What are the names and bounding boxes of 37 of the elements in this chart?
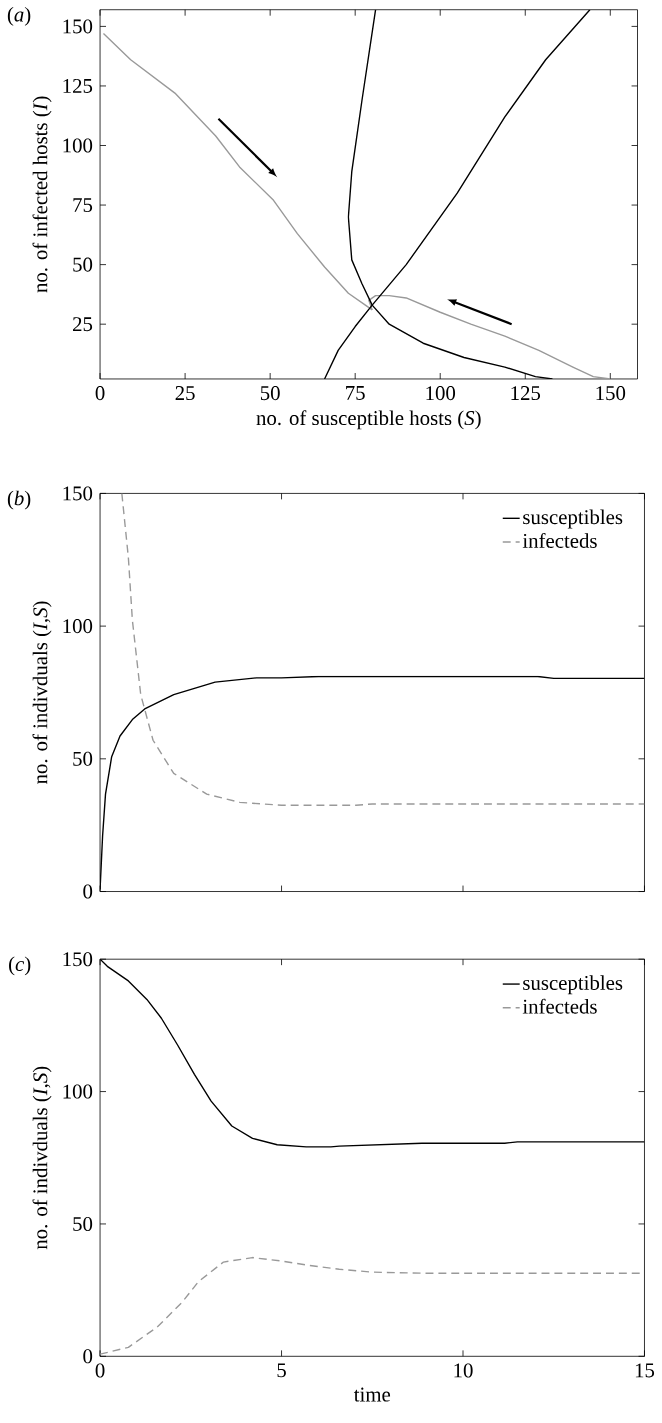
y-tick-label: 150	[63, 952, 93, 967]
legend-label: infecteds	[522, 998, 597, 1014]
x-tick-label: 100	[426, 386, 456, 401]
y-axis-title: no. of infected hosts (I)	[32, 96, 52, 293]
chart-title: (c)	[9, 956, 31, 976]
y-tick-label: 50	[73, 751, 93, 766]
x-tick-label: 5	[277, 1363, 287, 1378]
y-tick-label: 150	[63, 486, 93, 501]
x-tick-label: 50	[261, 386, 280, 401]
y-tick-label: 25	[73, 317, 93, 332]
y-axis-title: no. of indivduals (I,S)	[32, 1066, 52, 1250]
x-tick-label: 10	[454, 1363, 473, 1378]
x-tick-label: 25	[175, 386, 195, 401]
y-tick-label: 50	[73, 1216, 93, 1231]
y-tick-label: 50	[73, 257, 93, 272]
x-axis-title: time	[354, 1387, 391, 1402]
y-tick-label: 150	[63, 19, 93, 34]
x-tick-label: 0	[95, 1363, 105, 1378]
legend-label: infecteds	[522, 533, 597, 548]
chart-title: (a)	[7, 6, 31, 26]
y-tick-label: 75	[73, 198, 93, 212]
x-tick-label: 0	[95, 386, 105, 401]
y-tick-label: 100	[63, 619, 93, 634]
y-tick-label: 0	[83, 1349, 93, 1364]
x-tick-label: 15	[635, 1363, 655, 1378]
chart-title: (b)	[7, 490, 31, 510]
x-tick-label: 150	[596, 386, 626, 401]
y-tick-label: 100	[63, 138, 93, 153]
x-tick-label: 75	[346, 386, 365, 400]
y-tick-label: 125	[63, 78, 93, 93]
y-tick-label: 0	[83, 884, 93, 899]
x-axis-title: no. of susceptible hosts (S)	[256, 410, 481, 430]
legend-label: susceptibles	[523, 975, 623, 995]
y-tick-label: 100	[63, 1084, 93, 1099]
legend-label: susceptibles	[523, 509, 623, 529]
x-tick-label: 125	[511, 386, 541, 401]
y-axis-title: no. of indivduals (I,S)	[32, 601, 52, 784]
